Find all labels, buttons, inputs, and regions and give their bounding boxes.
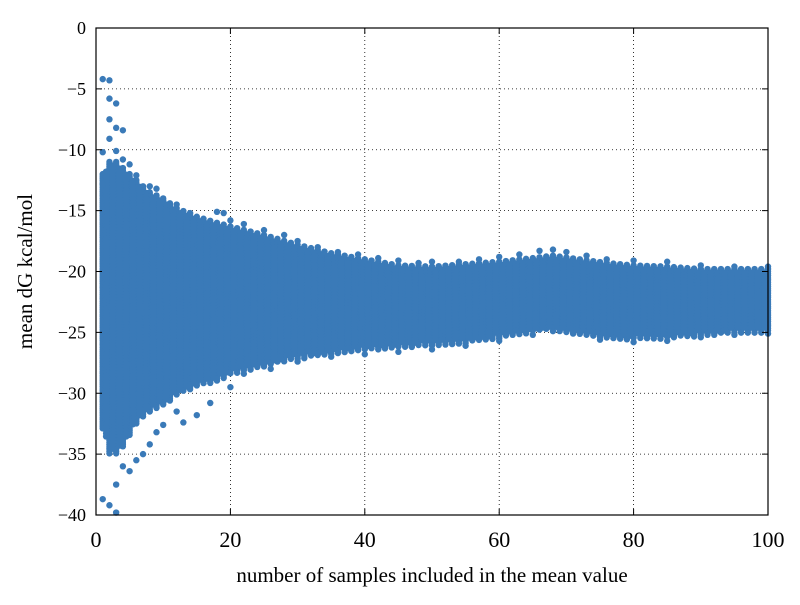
data-point — [301, 355, 307, 361]
